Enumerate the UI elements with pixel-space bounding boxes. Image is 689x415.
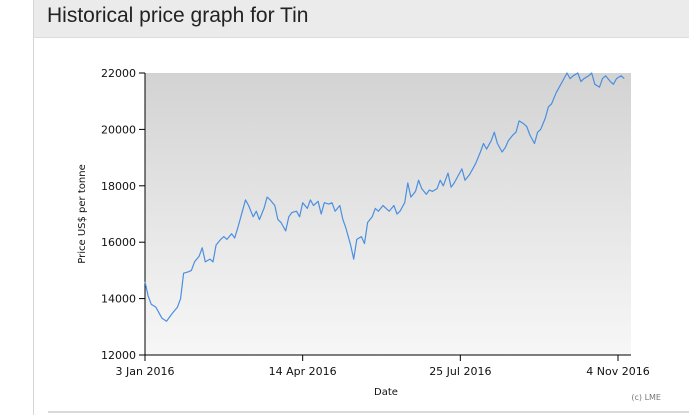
bottom-divider <box>48 411 689 413</box>
x-tick-label: 4 Nov 2016 <box>586 365 649 378</box>
y-axis: 12000 14000 16000 18000 20000 22000 <box>101 67 146 362</box>
title-bar: Historical price graph for Tin <box>34 0 689 38</box>
y-tick-label: 22000 <box>101 67 136 80</box>
x-tick-label: 3 Jan 2016 <box>116 365 175 378</box>
price-line <box>144 72 625 322</box>
y-tick-label: 12000 <box>101 349 136 362</box>
y-tick-label: 14000 <box>101 293 136 306</box>
x-axis-title: Date <box>374 387 398 398</box>
x-tick-label: 14 Apr 2016 <box>269 365 337 378</box>
plot-area <box>145 73 631 355</box>
y-tick-label: 20000 <box>101 123 136 136</box>
y-tick-label: 18000 <box>101 180 136 193</box>
y-axis-title: Price US$ per tonne <box>77 164 88 263</box>
y-tick-label: 16000 <box>101 236 136 249</box>
lme-credit: (c) LME <box>631 393 661 402</box>
left-border <box>33 0 34 415</box>
x-axis: 3 Jan 2016 14 Apr 2016 25 Jul 2016 4 Nov 20… <box>116 354 650 378</box>
page-title: Historical price graph for Tin <box>47 4 309 27</box>
x-tick-label: 25 Jul 2016 <box>429 365 491 378</box>
